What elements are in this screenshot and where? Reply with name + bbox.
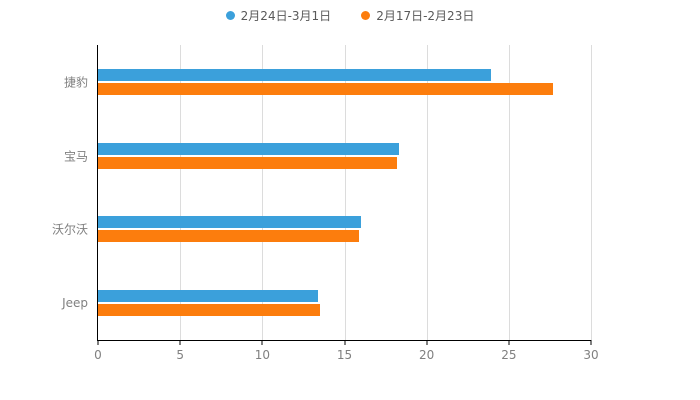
x-axis-tick xyxy=(179,340,181,345)
gridline xyxy=(591,45,592,340)
legend-item-previous-week[interactable]: 2月17日-2月23日 xyxy=(361,7,474,24)
bar-blue[interactable] xyxy=(98,142,399,155)
gridline xyxy=(344,45,346,340)
x-axis-tick xyxy=(97,340,99,345)
bar-blue[interactable] xyxy=(98,216,361,229)
x-axis-tick xyxy=(426,340,428,345)
bar-orange[interactable] xyxy=(98,156,398,169)
category-label: 沃尔沃 xyxy=(51,222,88,237)
gridline xyxy=(508,45,510,340)
category-label: 宝马 xyxy=(63,149,88,164)
bar-orange[interactable] xyxy=(98,82,554,95)
x-axis-tick-label: 30 xyxy=(583,348,599,362)
bar-orange[interactable] xyxy=(98,230,360,243)
legend: 2月24日-3月1日 2月17日-2月23日 xyxy=(0,7,700,24)
bar-orange[interactable] xyxy=(98,304,320,317)
legend-item-current-week[interactable]: 2月24日-3月1日 xyxy=(225,7,332,24)
bar-blue[interactable] xyxy=(98,290,319,303)
gridline xyxy=(262,45,264,340)
x-axis-tick-label: 15 xyxy=(336,348,353,362)
x-axis-tick-label: 25 xyxy=(501,348,517,362)
x-axis-tick xyxy=(261,340,263,345)
x-axis-tick xyxy=(590,340,592,345)
gridline xyxy=(426,45,428,340)
legend-label: 2月24日-3月1日 xyxy=(240,9,332,23)
category-label: Jeep xyxy=(62,296,88,311)
x-axis-tick-label: 0 xyxy=(94,348,102,362)
x-axis-tick-label: 5 xyxy=(176,348,184,362)
legend-marker-orange-icon xyxy=(361,11,371,20)
x-axis-tick xyxy=(508,340,510,345)
category-label: 捷豹 xyxy=(63,75,88,90)
legend-marker-blue-icon xyxy=(225,11,235,20)
bar-blue[interactable] xyxy=(98,68,491,81)
plot-area: 0 5 10 15 20 25 30 捷豹宝马沃尔沃 Jeep xyxy=(52,45,599,362)
x-axis-tick xyxy=(344,340,345,345)
gridline xyxy=(180,45,182,340)
x-axis-tick-label: 10 xyxy=(254,348,270,362)
legend-label: 2月17日-2月23日 xyxy=(376,9,475,23)
x-axis-tick-label: 20 xyxy=(419,348,435,362)
